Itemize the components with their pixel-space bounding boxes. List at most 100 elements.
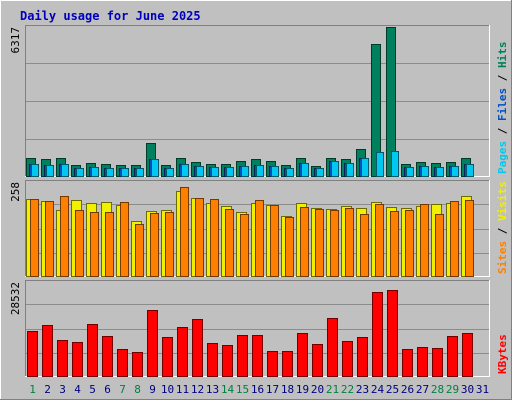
pages-bar [271,166,279,177]
kbytes-bar [222,345,233,377]
pages-bar [211,167,219,177]
sites-bar [60,196,69,277]
pages-bar [181,164,189,177]
kbytes-bar [282,351,293,377]
pages-bar [361,158,369,177]
panel-max-label: 6317 [9,27,22,54]
x-tick-label: 4 [74,383,81,396]
x-tick-label: 27 [416,383,429,396]
sites-bar [345,208,354,277]
kbytes-bar [147,310,158,377]
sites-bar [30,199,39,277]
sites-bar [420,204,429,277]
kbytes-bar [327,318,338,377]
pages-bar [346,163,354,177]
pages-bar [451,166,459,177]
kbytes-bar [192,319,203,377]
pages-bar [241,166,249,177]
sites-bar [240,214,249,277]
sites-bar [45,201,54,277]
x-tick-label: 5 [89,383,96,396]
pages-bar [406,167,414,177]
sites-bar [465,200,474,277]
axis-label-part: Sites [496,241,509,274]
pages-bar [76,168,84,177]
sites-bar [300,207,309,277]
x-tick-label: 3 [59,383,66,396]
sites-bar [435,214,444,277]
x-tick-label: 24 [371,383,385,396]
kbytes-bar [87,324,98,377]
kbytes-bar [447,336,458,377]
axis-label-part: / [496,121,509,141]
sites-bar [165,212,174,277]
x-tick-label: 29 [446,383,459,396]
kbytes-bar [57,340,68,377]
axis-label-part: Hits [496,42,509,69]
x-tick-label: 8 [134,383,141,396]
kbytes-bar [432,348,443,377]
x-tick-label: 6 [104,383,111,396]
sites-bar [375,204,384,277]
x-tick-label: 14 [221,383,235,396]
pages-bar [316,168,324,177]
kbytes-bar [342,341,353,377]
panel-axis-label: Sites / Visits [496,181,509,274]
pages-bar [436,167,444,177]
sites-bar [270,205,279,277]
pages-bar [151,159,159,177]
kbytes-bar [237,335,248,377]
pages-bar [196,166,204,177]
sites-bar [255,200,264,277]
x-tick-label: 31 [476,383,489,396]
x-axis-day-labels: 1 2 3 4 5 6 7 8 9 10 11 12 13 14 15 16 17 18 19 20 21 22 23 24 2… [29,383,489,396]
panel-kbytes: 28532 KBytes [9,280,509,377]
kbytes-bar [132,352,143,377]
pages-bar [91,167,99,177]
x-tick-label: 7 [119,383,126,396]
pages-bar [376,152,384,177]
sites-bar [390,211,399,277]
sites-bar [315,209,324,277]
sites-bar [120,202,129,277]
panel-axis-label: Pages / Files / Hits [496,42,509,175]
x-tick-label: 22 [341,383,354,396]
kbytes-bar [312,344,323,377]
pages-bar [391,151,399,177]
panel-visits-sites: 258 Sites / Visits [9,180,509,277]
pages-bar [46,165,54,177]
x-tick-label: 10 [161,383,174,396]
axis-label-part: / [496,221,509,241]
x-tick-label: 28 [431,383,444,396]
sites-bar [180,187,189,277]
sites-bar [225,209,234,277]
kbytes-bar [267,351,278,377]
x-tick-label: 11 [176,383,189,396]
kbytes-bar [177,327,188,377]
sites-bar [210,199,219,277]
x-tick-label: 26 [401,383,414,396]
x-tick-label: 2 [44,383,51,396]
x-tick-label: 13 [206,383,219,396]
sites-bar [330,210,339,277]
sites-bar [150,213,159,277]
axis-label-part: KBytes [496,334,509,374]
sites-bar [450,201,459,277]
axis-label-part: Files [496,88,509,121]
kbytes-bar [27,331,38,377]
pages-bar [331,161,339,177]
kbytes-bar [372,292,383,377]
x-tick-label: 16 [251,383,264,396]
pages-bar [301,163,309,177]
pages-bar [136,168,144,177]
x-tick-label: 12 [191,383,204,396]
sites-bar [285,217,294,277]
pages-bar [61,164,69,177]
x-tick-label: 30 [461,383,474,396]
panel-hits-files-pages: 6317 Pages / Files / Hits [9,25,509,177]
kbytes-bar [207,343,218,377]
x-tick-label: 21 [326,383,339,396]
x-tick-label: 20 [311,383,324,396]
pages-bar [106,168,114,177]
axis-label-part: Pages [496,141,509,174]
